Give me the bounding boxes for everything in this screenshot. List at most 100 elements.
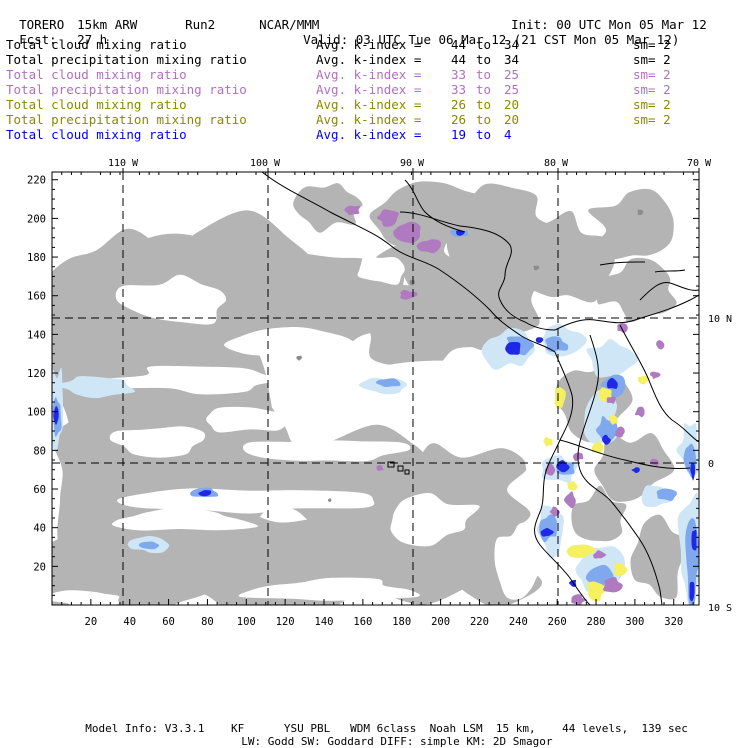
x-tick-label: 180: [392, 616, 411, 628]
legend-kindex-label: Avg. k-index =: [316, 67, 422, 82]
cloud-area: [571, 485, 627, 542]
y-tick-label: 220: [27, 175, 46, 187]
precipitation-field: [52, 181, 699, 605]
yellow-area: [543, 436, 553, 447]
coastline: [399, 211, 556, 331]
mid-blue-area: [375, 378, 401, 388]
run-label: Run2: [185, 17, 216, 32]
dark-blue-area: [540, 528, 554, 537]
y-tick-label: 100: [27, 407, 46, 419]
legend-kindex-label: Avg. k-index =: [316, 127, 422, 142]
init-time: Init: 00 UTC Mon 05 Mar 12: [511, 17, 707, 32]
y-tick-label: 20: [33, 561, 46, 573]
legend-smoothing: sm= 2: [633, 52, 671, 67]
legend-kindex-to-word: to: [476, 112, 492, 127]
x-tick-label: 140: [315, 616, 334, 628]
legend-smoothing: sm= 2: [633, 37, 671, 52]
mid-blue-area: [656, 488, 677, 501]
y-tick-label: 40: [33, 523, 46, 535]
dark-blue-area: [198, 490, 212, 497]
purple-area: [615, 426, 625, 438]
legend-smoothing: sm= 2: [633, 112, 671, 127]
dark-cloud-speck: [533, 265, 540, 271]
legend-kindex-label: Avg. k-index =: [316, 112, 422, 127]
longitude-label: 80 W: [544, 158, 569, 169]
legend-field: Total precipitation mixing ratio: [6, 112, 247, 127]
yellow-area: [591, 442, 604, 454]
clear-area: [427, 395, 513, 445]
purple-area: [571, 594, 588, 605]
dark-cloud-speck: [327, 498, 332, 503]
x-tick-label: 20: [85, 616, 98, 628]
dark-cloud-speck: [637, 209, 644, 216]
legend-kindex-label: Avg. k-index =: [316, 37, 422, 52]
light-blue-area: [586, 339, 638, 378]
latitude-label: 0: [708, 459, 714, 470]
purple-area: [649, 371, 661, 379]
organization: NCAR/MMM: [259, 17, 320, 32]
dark-cloud-speck: [409, 279, 416, 286]
legend-kindex-from: 26: [451, 97, 467, 112]
dark-blue-area: [689, 581, 695, 602]
dark-blue-area: [631, 467, 640, 474]
yellow-area: [637, 375, 649, 385]
x-tick-label: 120: [276, 616, 295, 628]
clear-area: [116, 488, 375, 514]
x-tick-label: 320: [664, 616, 683, 628]
forecast-label: Fcst:: [19, 32, 57, 47]
legend-kindex-to-word: to: [476, 127, 492, 142]
legend-field: Total cloud mixing ratio: [6, 37, 187, 52]
legend-kindex-to: 25: [504, 82, 520, 97]
clear-area: [109, 426, 206, 458]
purple-area: [376, 209, 399, 227]
legend-kindex-to-word: to: [476, 52, 492, 67]
purple-area: [344, 205, 361, 216]
legend-kindex-to-word: to: [476, 97, 492, 112]
legend-kindex-from: 33: [451, 67, 467, 82]
clear-area: [206, 406, 311, 433]
x-tick-label: 60: [162, 616, 175, 628]
dark-blue-area: [690, 462, 696, 481]
x-tick-label: 220: [470, 616, 489, 628]
legend-field: Total cloud mixing ratio: [6, 67, 187, 82]
model-info-line1: Model Info: V3.3.1 KF YSU PBL WDM 6class…: [85, 722, 688, 735]
x-tick-label: 100: [237, 616, 256, 628]
yellow-area: [567, 481, 578, 491]
coastline: [554, 294, 699, 331]
cloud-area: [588, 188, 674, 260]
dark-blue-area: [691, 529, 697, 551]
yellow-area: [566, 544, 596, 559]
cloud-area: [438, 183, 560, 278]
y-tick-label: 140: [27, 329, 46, 341]
coastline: [577, 334, 663, 605]
legend-kindex-to-word: to: [476, 82, 492, 97]
forecast-hours: 27 h: [77, 32, 108, 47]
legend-kindex-to: 34: [504, 52, 520, 67]
x-tick-label: 40: [123, 616, 136, 628]
model-resolution: 15km ARW: [77, 17, 138, 32]
purple-area: [656, 340, 665, 350]
legend-kindex-to: 34: [504, 37, 520, 52]
dark-blue-area: [53, 406, 59, 425]
legend-field: Total cloud mixing ratio: [6, 97, 187, 112]
x-tick-label: 280: [587, 616, 606, 628]
dark-blue-area: [456, 230, 465, 236]
coastline: [599, 261, 646, 266]
model-info-line2: LW: Godd SW: Goddard DIFF: simple KM: 2D…: [241, 735, 553, 748]
y-tick-label: 60: [33, 484, 46, 496]
clear-area: [242, 440, 411, 462]
longitude-label: 100 W: [250, 158, 281, 169]
purple-area: [564, 491, 576, 509]
x-tick-label: 300: [625, 616, 644, 628]
dark-blue-area: [602, 434, 611, 445]
x-tick-label: 240: [509, 616, 528, 628]
coastline: [261, 172, 556, 353]
clear-area: [510, 359, 552, 483]
clear-area: [115, 274, 227, 325]
purple-area: [617, 323, 628, 333]
legend-smoothing: sm= 2: [633, 97, 671, 112]
coastline: [534, 351, 591, 605]
dark-cloud-speck: [296, 355, 302, 361]
legend-smoothing: sm= 2: [633, 67, 671, 82]
y-tick-label: 160: [27, 291, 46, 303]
